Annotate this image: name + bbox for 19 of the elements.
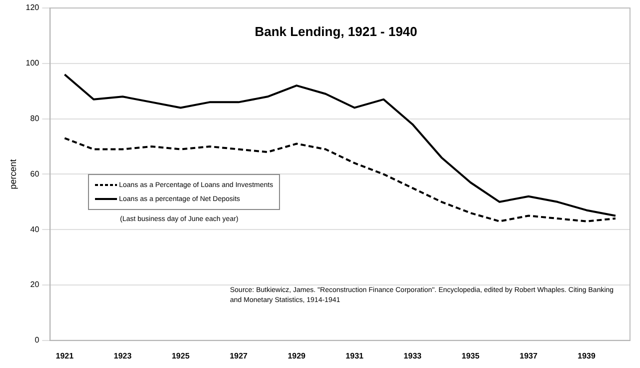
x-tick-label: 1937 bbox=[520, 351, 538, 360]
x-tick-label: 1931 bbox=[346, 351, 364, 360]
x-tick-label: 1921 bbox=[56, 351, 74, 360]
y-tick-label: 100 bbox=[26, 58, 40, 68]
x-tick-label: 1925 bbox=[172, 351, 190, 360]
y-tick-label: 120 bbox=[26, 3, 40, 12]
text: Bank Lending, 1921 - 1940 bbox=[254, 24, 418, 39]
y-tick-label: 60 bbox=[30, 169, 40, 178]
x-tick-label: 1927 bbox=[230, 351, 248, 360]
y-axis-title: percent bbox=[8, 158, 18, 190]
x-tick-label: 1939 bbox=[578, 351, 596, 360]
x-tick-label: 1933 bbox=[404, 351, 422, 360]
x-tick-label: 1929 bbox=[288, 351, 306, 360]
x-tick-label: 1935 bbox=[462, 351, 480, 360]
y-tick-label: 80 bbox=[30, 114, 40, 124]
x-tick-label: 1923 bbox=[114, 351, 132, 360]
y-tick-label: 20 bbox=[30, 280, 40, 290]
y-tick-label: 0 bbox=[34, 336, 40, 345]
y-tick-label: 40 bbox=[30, 224, 40, 234]
